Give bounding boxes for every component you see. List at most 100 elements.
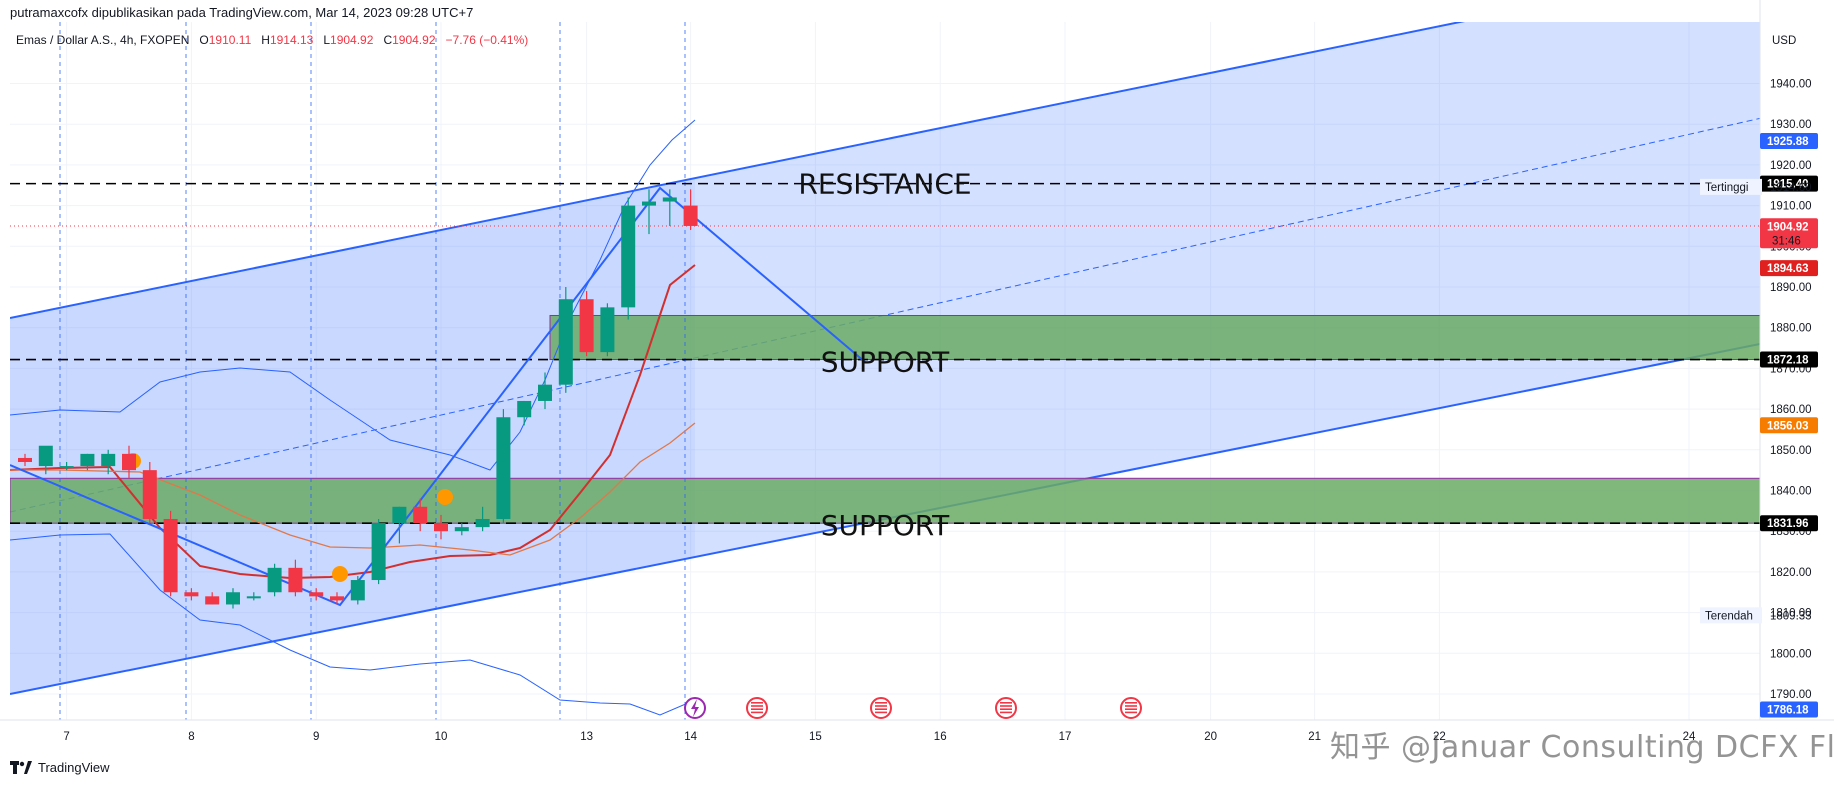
price-badge-value: 1915.40: [1767, 179, 1809, 191]
price-badge: 1831.96: [1760, 515, 1818, 532]
ma-slow-line: [10, 422, 696, 556]
candle-body[interactable]: [475, 518, 490, 528]
candle-body[interactable]: [18, 457, 32, 463]
y-tick-label: 1850.00: [1770, 445, 1812, 457]
price-badge-countdown: 31:46: [1772, 235, 1801, 247]
history-shade: [10, 178, 695, 694]
flag-stripe: [1000, 708, 1012, 710]
candle-body[interactable]: [267, 567, 282, 593]
flag-stripe: [875, 708, 887, 710]
change-value: −7.76 (−0.41%): [445, 33, 529, 47]
us-flag-event-icon[interactable]: [995, 697, 1017, 719]
candle-body[interactable]: [163, 518, 178, 593]
candle-body[interactable]: [413, 506, 428, 524]
y-tick-label: 1910.00: [1770, 201, 1812, 213]
open-label: O: [199, 33, 209, 47]
us-flag-event-icon[interactable]: [746, 697, 768, 719]
candle-body[interactable]: [205, 596, 220, 605]
high-label-value: 1914.60: [1770, 182, 1812, 194]
symbol-label: Emas / Dollar A.S., 4h, FXOPEN: [16, 33, 190, 47]
candle-body[interactable]: [392, 506, 407, 524]
open-value: 1910.11: [208, 33, 252, 47]
candle-body[interactable]: [59, 466, 74, 469]
watermark-text: 知乎 @Januar Consulting DCFX Fllwme: [1330, 730, 1834, 765]
candle-body[interactable]: [309, 592, 324, 597]
x-tick-label: 15: [809, 731, 822, 743]
tradingview-logo-icon: [10, 760, 32, 774]
candle-body[interactable]: [38, 445, 53, 467]
event-icon-ring: [746, 697, 768, 719]
lower-band-line: [10, 533, 696, 716]
candle-body[interactable]: [662, 197, 677, 202]
price-badge-value: 1904.92: [1767, 221, 1809, 233]
price-badge: 1925.88: [1760, 132, 1818, 149]
candle-body[interactable]: [496, 417, 511, 519]
candle-body[interactable]: [558, 299, 573, 385]
price-badge-bg: [1760, 218, 1818, 249]
price-badge: 1872.18: [1760, 351, 1818, 368]
flag-stripe: [751, 702, 763, 704]
x-tick-label: 20: [1204, 731, 1217, 743]
support-zone-lower[interactable]: [10, 477, 1760, 524]
us-flag-event-icon[interactable]: [870, 697, 892, 719]
event-icon-ring: [870, 697, 892, 719]
candle-body[interactable]: [122, 453, 136, 471]
signal-marker[interactable]: [332, 566, 348, 582]
high-label-text: Tertinggi: [1705, 182, 1748, 194]
y-tick-label: 1790.00: [1770, 689, 1812, 701]
y-tick-label: 1860.00: [1770, 404, 1812, 416]
price-badge-bg: [1760, 701, 1818, 718]
lightning-event-icon[interactable]: [684, 697, 706, 719]
low-label-text: Terendah: [1705, 610, 1753, 622]
x-tick-label: 13: [580, 731, 593, 743]
close-value: 1904.92: [392, 33, 436, 47]
candle-body[interactable]: [683, 205, 698, 226]
candle-body[interactable]: [371, 523, 386, 581]
candle-body[interactable]: [80, 453, 95, 467]
candle-body[interactable]: [226, 592, 240, 605]
candle-body[interactable]: [621, 205, 636, 308]
x-tick-label: 24: [1683, 731, 1696, 743]
candle-body[interactable]: [600, 307, 615, 353]
support-zone-upper[interactable]: [549, 314, 1760, 361]
price-badge: 1856.03: [1760, 417, 1818, 434]
high-label: H: [261, 33, 270, 47]
x-tick-label: 16: [934, 731, 947, 743]
us-flag-event-icon[interactable]: [1120, 697, 1142, 719]
candle-body[interactable]: [454, 527, 469, 532]
candle-body[interactable]: [184, 592, 199, 597]
price-badge-bg: [1760, 175, 1818, 192]
y-tick-label: 1930.00: [1770, 119, 1812, 131]
candle-body[interactable]: [434, 523, 448, 532]
flag-stripe: [1125, 711, 1137, 714]
signal-marker[interactable]: [437, 489, 453, 505]
flag-stripe: [751, 711, 763, 714]
upper-band-line: [10, 119, 696, 471]
candle-body[interactable]: [288, 567, 303, 593]
candle-body[interactable]: [538, 384, 552, 401]
candle-body[interactable]: [517, 400, 532, 418]
candle-body[interactable]: [350, 580, 365, 601]
channel-upper-line[interactable]: [10, 0, 1760, 319]
tradingview-footer[interactable]: TradingView: [10, 760, 110, 775]
candle-body[interactable]: [101, 453, 116, 467]
candle-body[interactable]: [330, 596, 344, 601]
flag-stripe: [1000, 705, 1012, 707]
candle-body[interactable]: [142, 470, 157, 519]
x-tick-label: 8: [188, 731, 194, 743]
candle-body[interactable]: [579, 299, 594, 353]
flag-stripe: [875, 705, 887, 707]
flag-stripe: [751, 705, 763, 707]
flag-stripe: [875, 702, 887, 704]
candle-body[interactable]: [642, 201, 656, 206]
y-tick-label: 1880.00: [1770, 323, 1812, 335]
plot-layer: RESISTANCE SUPPORT SUPPORT: [10, 0, 1760, 720]
support-label-lower: SUPPORT: [821, 509, 950, 542]
price-badge-bg: [1760, 417, 1818, 434]
y-tick-label: 1940.00: [1770, 79, 1812, 91]
candle-body[interactable]: [246, 596, 261, 599]
event-icon-ring: [995, 697, 1017, 719]
tradingview-brand: TradingView: [38, 760, 110, 775]
low-label: L: [323, 33, 331, 47]
